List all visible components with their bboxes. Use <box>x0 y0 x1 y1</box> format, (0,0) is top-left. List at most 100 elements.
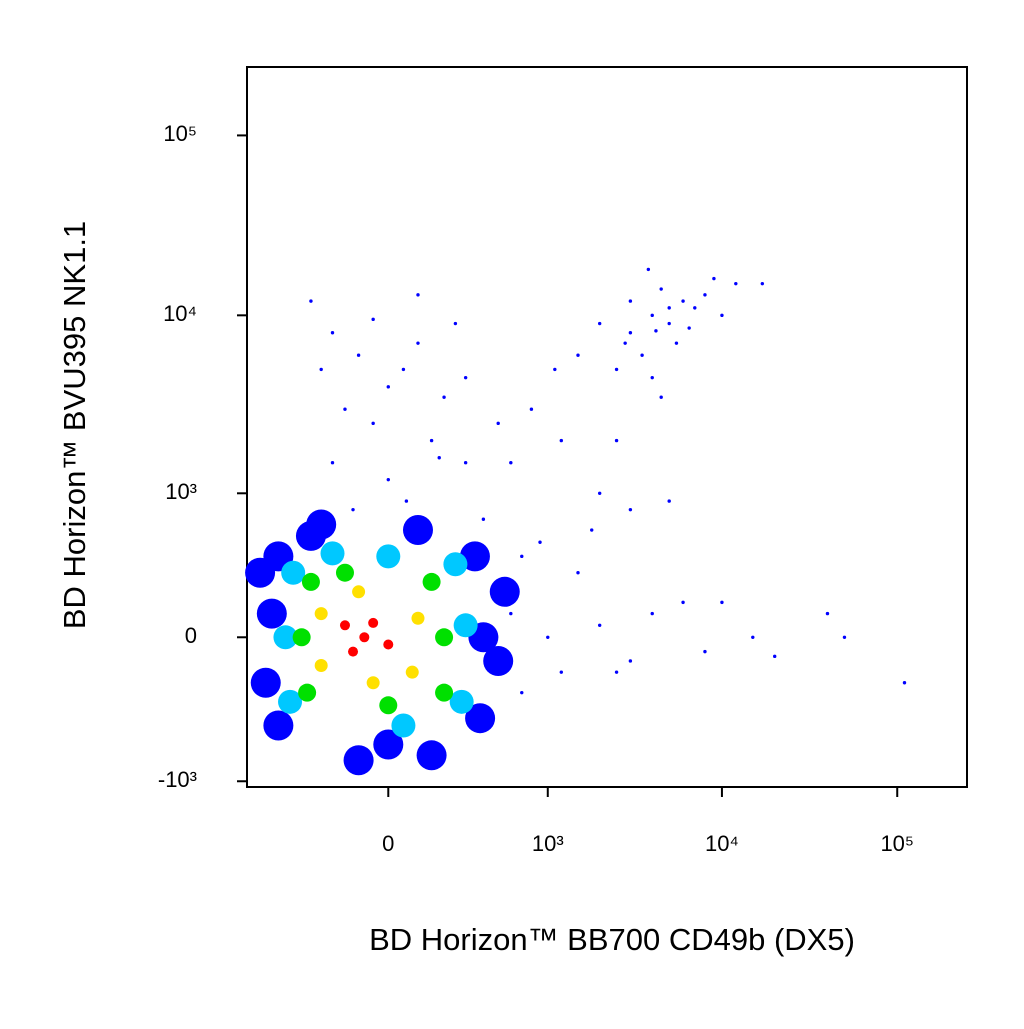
data-point <box>650 375 654 380</box>
data-point <box>449 689 474 714</box>
data-point <box>386 477 390 482</box>
y-tick-label: 10⁴ <box>163 301 197 326</box>
data-point <box>465 703 496 734</box>
data-point <box>281 560 306 585</box>
data-point <box>245 557 276 588</box>
data-point <box>373 729 404 760</box>
data-point <box>459 541 490 572</box>
data-point <box>825 611 830 616</box>
data-point <box>650 313 654 318</box>
data-point <box>401 367 406 372</box>
data-point <box>330 460 335 465</box>
data-point <box>681 299 685 303</box>
data-point <box>481 517 486 521</box>
data-point <box>640 353 644 357</box>
data-point <box>335 563 354 582</box>
data-point <box>320 541 345 566</box>
data-point <box>376 544 401 569</box>
data-point <box>614 367 619 372</box>
data-point <box>628 659 633 663</box>
data-point <box>343 407 347 411</box>
y-tick-label: 10⁵ <box>163 121 197 146</box>
data-point <box>292 628 311 647</box>
data-point <box>435 628 454 647</box>
data-point <box>330 331 335 335</box>
y-tick-label: -10³ <box>158 767 197 792</box>
data-point <box>693 306 697 310</box>
data-point <box>391 713 416 738</box>
data-point <box>379 696 398 715</box>
data-point <box>529 407 534 411</box>
x-tick-label: 10⁵ <box>880 831 914 856</box>
data-point <box>667 499 671 503</box>
data-point <box>650 611 654 616</box>
x-tick-label: 10⁴ <box>705 831 739 856</box>
data-point <box>538 540 542 544</box>
data-point <box>553 367 557 372</box>
data-point <box>453 613 478 638</box>
data-point <box>463 460 468 465</box>
data-point <box>489 576 520 607</box>
data-point <box>348 646 359 657</box>
data-point <box>306 509 337 540</box>
data-point <box>314 607 328 621</box>
data-point <box>273 625 298 650</box>
data-point <box>597 491 602 495</box>
data-point <box>659 395 663 399</box>
data-point <box>435 683 454 702</box>
data-point <box>576 571 580 575</box>
data-point <box>442 395 446 399</box>
data-point <box>416 740 447 771</box>
data-point <box>590 528 594 532</box>
data-point <box>842 635 847 639</box>
data-point <box>559 670 564 674</box>
data-point <box>751 635 755 639</box>
data-point <box>422 572 441 591</box>
data-point <box>404 499 409 503</box>
data-point <box>703 649 707 654</box>
data-point <box>720 313 724 318</box>
data-point <box>371 421 375 426</box>
data-point <box>250 667 281 698</box>
y-tick-label: 0 <box>185 623 197 648</box>
data-point <box>720 600 724 605</box>
x-axis-title: BD Horizon™ BB700 CD49b (DX5) <box>369 922 855 957</box>
data-point <box>453 321 458 326</box>
data-point <box>674 341 679 345</box>
data-point <box>659 287 663 291</box>
data-point <box>319 367 323 372</box>
data-point <box>760 281 765 286</box>
data-point <box>509 460 513 465</box>
data-point <box>386 385 390 389</box>
data-point <box>256 598 287 629</box>
data-point <box>483 645 514 676</box>
data-point <box>496 421 500 426</box>
data-point <box>687 326 691 330</box>
data-point <box>614 670 619 674</box>
data-point <box>368 617 379 628</box>
data-point <box>703 293 707 297</box>
data-point <box>576 353 580 357</box>
data-point <box>646 267 651 272</box>
data-point <box>278 689 303 714</box>
data-point <box>681 600 685 605</box>
data-point <box>597 623 602 628</box>
data-point <box>614 438 619 443</box>
data-point <box>520 554 524 559</box>
data-point <box>366 676 380 690</box>
data-point <box>351 507 355 512</box>
data-point <box>371 317 375 322</box>
data-point <box>628 299 633 303</box>
x-tick-label: 0 <box>382 831 394 856</box>
data-point <box>309 299 313 303</box>
data-point <box>356 353 361 357</box>
data-point <box>437 456 441 460</box>
data-point <box>667 306 671 310</box>
data-point <box>628 331 633 335</box>
data-point <box>343 745 374 776</box>
x-tick-label: 10³ <box>532 831 564 856</box>
data-point <box>597 321 602 326</box>
data-point <box>383 639 394 650</box>
